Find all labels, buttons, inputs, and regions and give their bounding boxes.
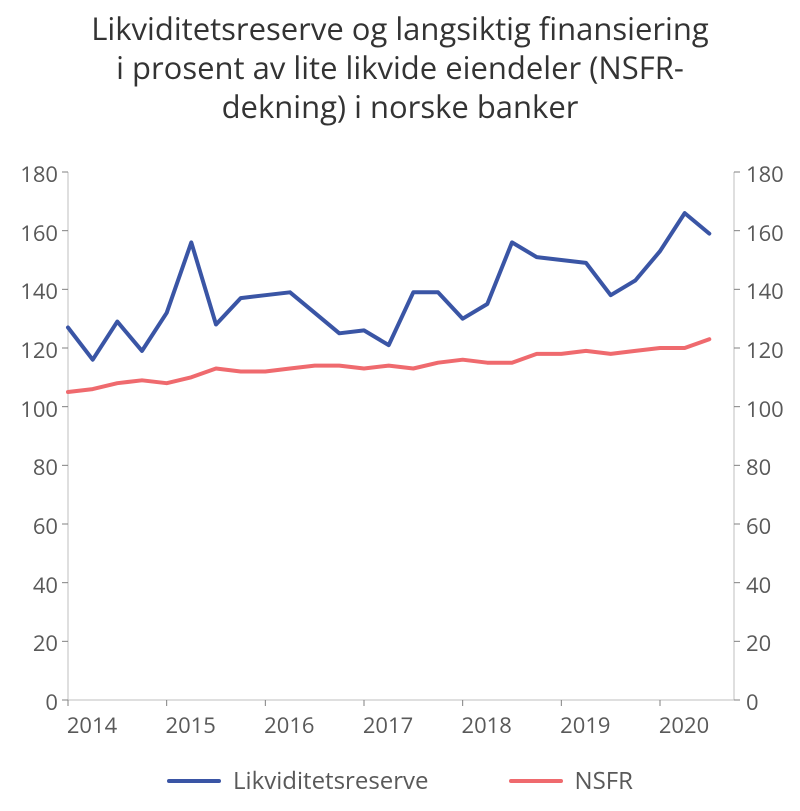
x-axis-tick-label: 2014: [67, 710, 117, 740]
x-axis-tick-label: 2017: [363, 710, 413, 740]
y-axis-tick-label-left: 40: [8, 570, 58, 600]
y-axis-tick-label-right: 180: [746, 159, 796, 189]
y-axis-tick-label-right: 20: [746, 628, 796, 658]
legend-item-nsfr: NSFR: [509, 764, 633, 797]
x-axis-tick-label: 2019: [560, 710, 610, 740]
x-axis-tick-label: 2020: [659, 710, 709, 740]
y-axis-tick-label-left: 60: [8, 511, 58, 541]
legend-label: NSFR: [575, 764, 633, 797]
y-axis-tick-label-left: 180: [8, 159, 58, 189]
x-axis-tick-label: 2018: [461, 710, 511, 740]
legend-item-likviditetsreserve: Likviditetsreserve: [167, 764, 428, 797]
y-axis-tick-label-right: 120: [746, 335, 796, 365]
y-axis-tick-label-right: 140: [746, 276, 796, 306]
legend-swatch: [509, 779, 563, 783]
y-axis-tick-label-left: 140: [8, 276, 58, 306]
y-axis-tick-label-left: 120: [8, 335, 58, 365]
legend-swatch: [167, 779, 221, 783]
y-axis-tick-label-left: 0: [8, 687, 58, 717]
y-axis-tick-label-right: 100: [746, 394, 796, 424]
y-axis-tick-label-right: 160: [746, 218, 796, 248]
legend-label: Likviditetsreserve: [233, 764, 428, 797]
y-axis-tick-label-left: 80: [8, 452, 58, 482]
y-axis-tick-label-left: 20: [8, 628, 58, 658]
y-axis-tick-label-right: 0: [746, 687, 796, 717]
y-axis-tick-label-left: 100: [8, 394, 58, 424]
y-axis-tick-label-left: 160: [8, 218, 58, 248]
x-axis-tick-label: 2016: [264, 710, 314, 740]
legend: Likviditetsreserve NSFR: [0, 764, 800, 797]
y-axis-tick-label-right: 40: [746, 570, 796, 600]
chart-container: Likviditetsreserve og langsiktig finansi…: [0, 0, 800, 811]
line-chart: [0, 0, 800, 811]
x-axis-tick-label: 2015: [165, 710, 215, 740]
y-axis-tick-label-right: 80: [746, 452, 796, 482]
y-axis-tick-label-right: 60: [746, 511, 796, 541]
